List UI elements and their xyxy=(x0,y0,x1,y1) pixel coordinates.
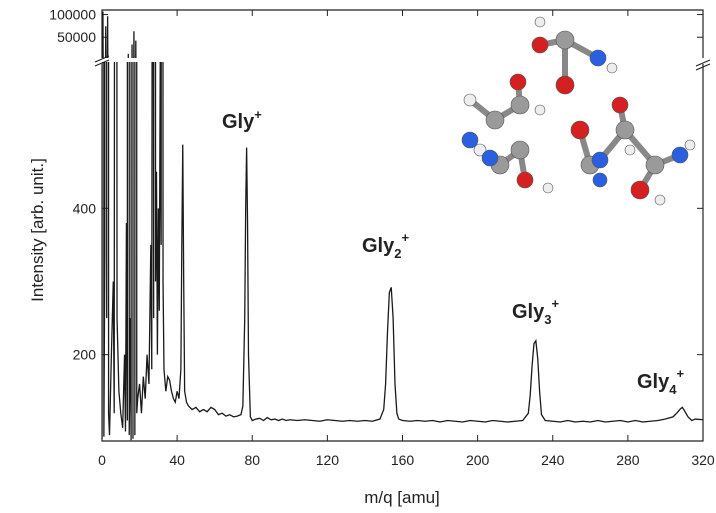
x-tick-label: 200 xyxy=(466,452,490,468)
peak-annotation: Gly4+ xyxy=(637,366,684,397)
peak-annotation: Gly2+ xyxy=(362,230,409,261)
peak-annotation: Gly+ xyxy=(222,107,262,133)
x-tick-label: 160 xyxy=(391,452,415,468)
x-tick-label: 120 xyxy=(316,452,340,468)
x-tick-label: 240 xyxy=(541,452,565,468)
annotation-text: Gly xyxy=(512,301,545,323)
x-tick-label: 40 xyxy=(169,452,185,468)
x-tick-label: 320 xyxy=(691,452,715,468)
annotation-superscript: + xyxy=(676,366,684,381)
y-tick-upper-label: 50000 xyxy=(57,29,96,45)
peak-annotation: Gly3+ xyxy=(512,296,559,327)
molecule-atoms xyxy=(461,16,696,206)
y-axis-label: Intensity [arb. unit.] xyxy=(28,158,47,302)
x-tick-label: 80 xyxy=(244,452,260,468)
annotation-subscript: 3 xyxy=(544,312,551,327)
spectrum-line xyxy=(102,62,703,441)
axis-frame xyxy=(94,9,711,442)
annotation-subscript: 2 xyxy=(394,246,401,261)
spectrum-line-upper xyxy=(102,11,137,58)
x-tick-label: 280 xyxy=(616,452,640,468)
annotation-text: Gly xyxy=(362,235,395,257)
annotation-subscript: 4 xyxy=(669,382,677,397)
annotation-text: Gly xyxy=(637,371,670,393)
y-tick-label: 200 xyxy=(73,347,97,363)
y-tick-upper-label: 100000 xyxy=(49,7,96,23)
y-tick-label: 400 xyxy=(73,200,97,216)
annotation-text: Gly xyxy=(222,111,255,133)
x-tick-label: 0 xyxy=(98,452,106,468)
annotation-superscript: + xyxy=(254,107,262,122)
annotation-superscript: + xyxy=(401,230,409,245)
annotation-superscript: + xyxy=(551,296,559,311)
x-axis-label: m/q [amu] xyxy=(364,488,440,507)
